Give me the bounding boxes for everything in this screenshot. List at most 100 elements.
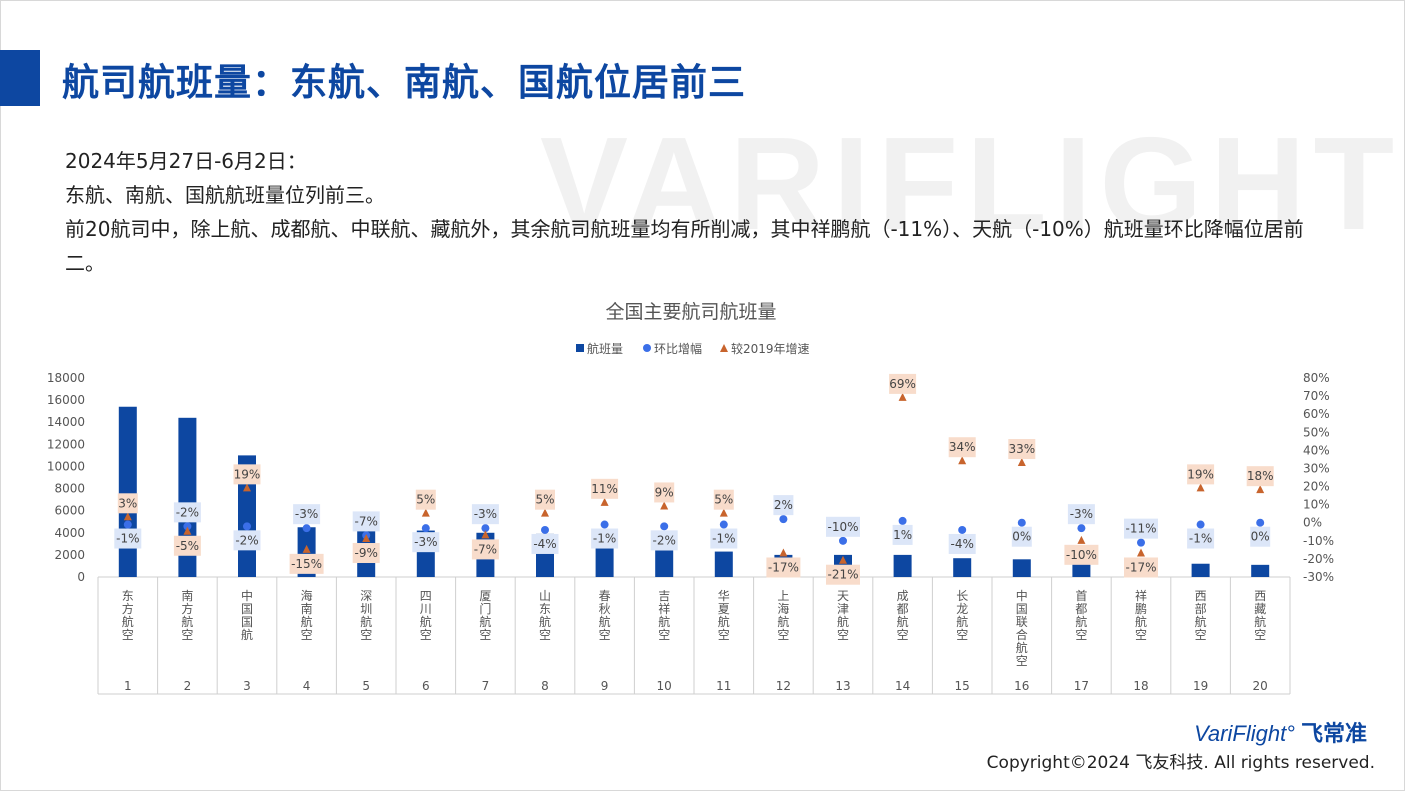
mom-growth-point	[183, 522, 192, 531]
vs2019-growth-point	[839, 555, 847, 564]
right-axis-tick: -10%	[1303, 534, 1334, 548]
mom-label: -11%	[1125, 522, 1156, 536]
vs2019-label: 11%	[591, 482, 618, 496]
rank-label: 10	[657, 679, 672, 693]
category-label-char: 都	[1075, 602, 1087, 616]
category-label-char: 航	[241, 627, 253, 642]
vs2019-growth-point	[1137, 548, 1145, 557]
category-label-char: 龙	[956, 602, 968, 616]
vs2019-label: -9%	[355, 546, 378, 560]
category-label-char: 西	[1195, 589, 1207, 603]
category-label-char: 空	[181, 628, 193, 642]
vs2019-growth-point	[719, 508, 728, 517]
mom-label-bg	[471, 504, 499, 525]
category-label-char: 秋	[599, 602, 611, 616]
mom-growth-point	[1017, 518, 1026, 527]
vs2019-label: -15%	[291, 557, 322, 571]
vs2019-growth-point	[660, 501, 669, 510]
vs2019-label-bg	[713, 489, 734, 510]
vs2019-label: -21%	[827, 568, 858, 582]
description-line-3: 前20航司中，除上航、成都航、中联航、藏航外，其余航司航班量均有所削减，其中祥鹏…	[65, 217, 1304, 275]
category-label-char: 祥	[658, 602, 670, 616]
mom-label: 1%	[893, 528, 912, 542]
vs2019-label: 19%	[234, 467, 261, 481]
mom-label-bg	[352, 511, 380, 532]
vs2019-label-bg	[117, 493, 138, 514]
category-label-char: 航	[777, 614, 789, 629]
legend-bar-label: 航班量	[587, 341, 623, 356]
category-label-char: 空	[718, 628, 730, 642]
mom-label: -3%	[474, 507, 497, 521]
vs2019-label: -17%	[1125, 560, 1156, 574]
left-axis-tick: 8000	[54, 482, 85, 496]
description: 2024年5月27日-6月2日： 东航、南航、国航航班量位列前三。 前20航司中…	[65, 144, 1340, 280]
right-axis-tick: 50%	[1303, 425, 1330, 439]
category-label-char: 航	[1195, 614, 1207, 629]
flight-volume-bar	[714, 551, 733, 577]
vs2019-label-bg	[415, 489, 436, 510]
category-label-char: 四	[420, 589, 432, 603]
category-label-char: 联	[1016, 615, 1028, 629]
category-label-char: 空	[1135, 628, 1147, 642]
category-label-char: 空	[1195, 628, 1207, 642]
category-label-char: 空	[658, 628, 670, 642]
vs2019-label: 3%	[118, 496, 137, 510]
rank-label: 7	[482, 679, 490, 693]
vs2019-growth-point	[541, 508, 549, 517]
category-label-char: 东	[122, 589, 134, 603]
right-axis-tick: 30%	[1303, 461, 1330, 475]
category-label-char: 航	[122, 614, 134, 629]
rank-label: 19	[1193, 679, 1208, 693]
vs2019-growth-point	[1077, 535, 1086, 544]
category-label-char: 航	[539, 614, 551, 629]
mom-label-bg	[948, 533, 976, 554]
mom-growth-point	[898, 516, 907, 525]
mom-label-bg	[1124, 518, 1158, 539]
category-label-char: 川	[420, 602, 432, 616]
category-label-char: 空	[1016, 654, 1028, 668]
mom-growth-point	[660, 522, 669, 531]
left-axis-tick: 0	[77, 570, 85, 584]
flight-volume-bar	[1012, 559, 1031, 577]
left-axis-tick: 12000	[47, 437, 85, 451]
right-axis-tick: 40%	[1303, 443, 1330, 457]
category-label-char: 空	[1075, 628, 1087, 642]
category-label-char: 华	[718, 589, 730, 603]
category-label-char: 海	[301, 588, 313, 603]
title-accent-bar	[0, 50, 40, 106]
flight-volume-bar	[1251, 564, 1270, 577]
vs2019-label: -7%	[474, 542, 497, 556]
category-label-char: 航	[897, 614, 909, 629]
mom-label-bg	[1187, 528, 1215, 549]
category-label-char: 航	[301, 614, 313, 629]
vs2019-growth-point	[1256, 485, 1265, 494]
rank-label: 5	[362, 679, 370, 693]
legend-dot-swatch	[643, 344, 651, 352]
category-label-char: 空	[897, 628, 909, 642]
brand-name: VariFlight°	[1194, 721, 1295, 746]
category-label-char: 方	[122, 601, 134, 616]
rank-label: 15	[955, 679, 970, 693]
category-label-char: 航	[718, 614, 730, 629]
category-label-char: 津	[837, 602, 849, 616]
category-label-char: 成	[897, 589, 909, 603]
vs2019-label-bg	[535, 489, 555, 510]
rank-label: 6	[422, 679, 430, 693]
mom-label-bg	[773, 495, 794, 516]
vs2019-label: -17%	[768, 560, 799, 574]
category-label-char: 海	[777, 601, 789, 616]
category-label-char: 空	[1254, 628, 1266, 642]
vs2019-growth-point	[183, 526, 192, 535]
category-label-char: 航	[956, 614, 968, 629]
category-label-char: 首	[1075, 589, 1087, 603]
vs2019-label-bg	[591, 478, 619, 499]
vs2019-label: 5%	[416, 493, 435, 507]
mom-label: -1%	[712, 532, 735, 546]
left-axis-tick: 2000	[54, 548, 85, 562]
category-label-char: 圳	[360, 602, 372, 616]
legend-bar-swatch	[576, 344, 584, 352]
rank-label: 11	[716, 679, 731, 693]
flight-volume-bar	[893, 554, 912, 577]
vs2019-label: 34%	[949, 440, 976, 454]
category-label-char: 国	[241, 615, 253, 629]
